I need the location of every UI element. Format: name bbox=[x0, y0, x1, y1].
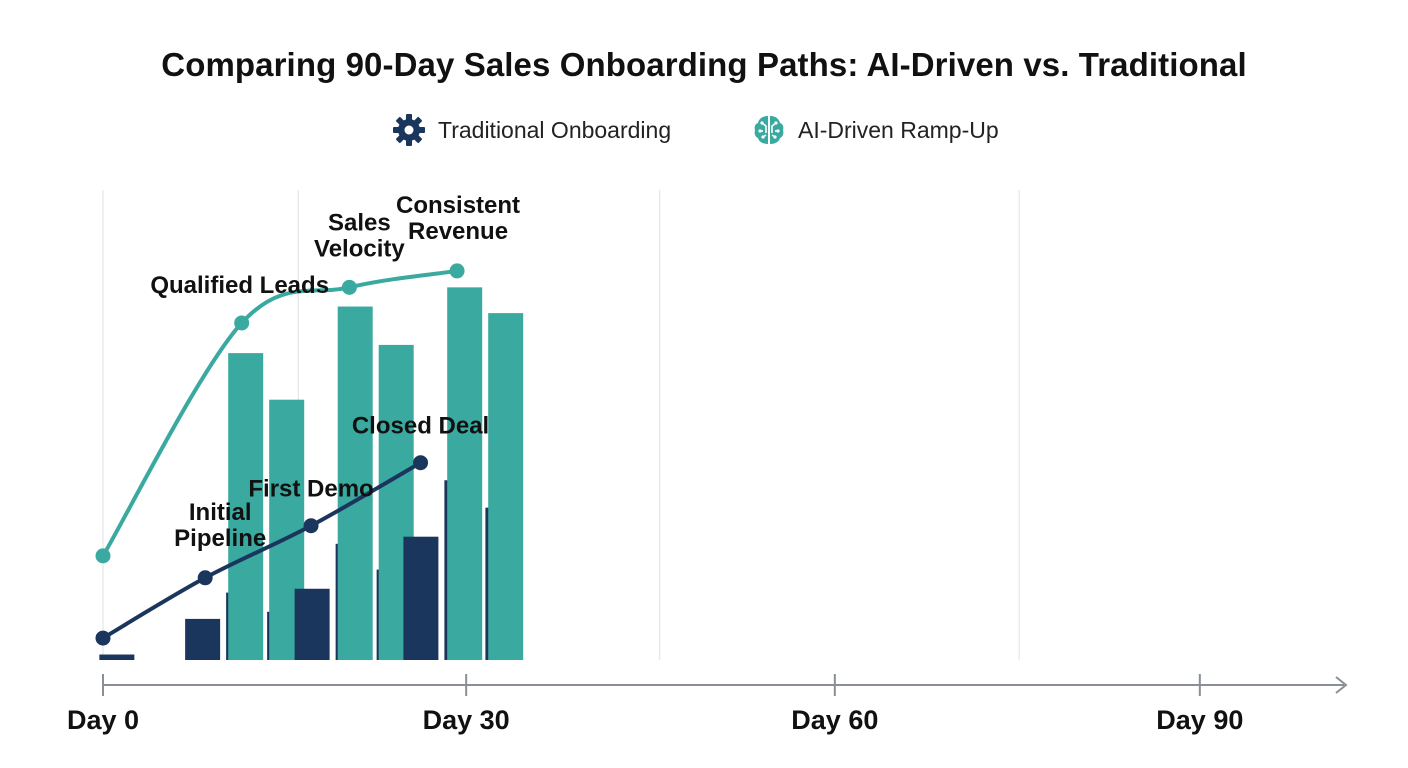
series-line-ai bbox=[101, 268, 460, 558]
legend-label-traditional: Traditional Onboarding bbox=[438, 116, 672, 143]
bar-g1-0 bbox=[185, 618, 221, 660]
bar-g0-0 bbox=[99, 654, 135, 660]
point-traditional-2 bbox=[303, 518, 319, 534]
bar-g3-0 bbox=[294, 588, 330, 660]
point-label: Initial Pipeline bbox=[174, 499, 266, 552]
point-label: Sales Velocity bbox=[314, 209, 405, 262]
point-traditional-3 bbox=[413, 455, 429, 471]
legend: Traditional Onboarding AI-Driven Ramp-Up bbox=[0, 110, 1408, 150]
bar-g6-1 bbox=[488, 313, 524, 660]
point-ai-3 bbox=[449, 263, 465, 279]
point-label: First Demo bbox=[248, 476, 373, 503]
series-lines bbox=[95, 263, 465, 646]
point-label: Qualified Leads bbox=[150, 272, 329, 299]
chart-title: Comparing 90-Day Sales Onboarding Paths:… bbox=[161, 46, 1247, 83]
point-label: Consistent Revenue bbox=[396, 192, 520, 245]
bar-g5-0 bbox=[403, 536, 439, 660]
bar-g4-0 bbox=[337, 306, 373, 660]
legend-label-ai: AI-Driven Ramp-Up bbox=[798, 116, 999, 143]
point-traditional-1 bbox=[197, 570, 213, 586]
legend-item-ai: AI-Driven Ramp-Up bbox=[752, 110, 999, 150]
x-tick-label: Day 90 bbox=[1156, 705, 1243, 735]
x-tick-label: Day 30 bbox=[423, 705, 510, 735]
legend-item-traditional: Traditional Onboarding bbox=[392, 110, 671, 150]
x-axis: Day 0 Day 30 Day 60 Day 90 bbox=[67, 674, 1348, 735]
series-line-traditional bbox=[101, 460, 423, 641]
point-ai-0 bbox=[95, 548, 111, 564]
point-traditional-0 bbox=[95, 630, 111, 646]
x-tick-label: Day 60 bbox=[791, 705, 878, 735]
point-ai-1 bbox=[234, 315, 250, 331]
point-label: Closed Deal bbox=[352, 413, 489, 440]
bar-g2-0 bbox=[228, 353, 264, 660]
bars bbox=[99, 287, 524, 660]
x-tick-label: Day 0 bbox=[67, 705, 139, 735]
bar-g6-0 bbox=[447, 287, 483, 660]
brain-circuit-icon bbox=[754, 116, 784, 144]
point-ai-2 bbox=[341, 279, 357, 295]
x-axis-arrow bbox=[1335, 676, 1348, 694]
gear-icon bbox=[393, 114, 425, 146]
